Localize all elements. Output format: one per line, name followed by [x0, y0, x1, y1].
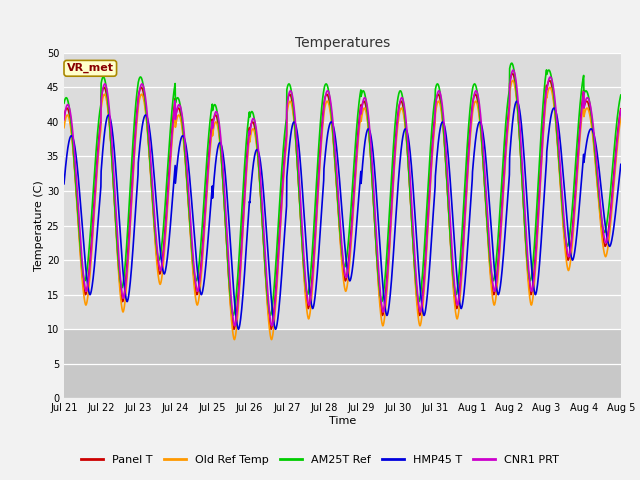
AM25T Ref — [508, 60, 516, 66]
Old Ref Temp — [509, 78, 516, 84]
CNR1 PRT — [60, 117, 68, 123]
CNR1 PRT — [504, 115, 512, 120]
Panel T — [371, 221, 379, 227]
HMP45 T — [271, 326, 279, 332]
Old Ref Temp — [230, 336, 238, 342]
Line: Old Ref Temp: Old Ref Temp — [64, 81, 621, 339]
Old Ref Temp — [359, 109, 367, 115]
Text: VR_met: VR_met — [67, 63, 114, 73]
AM25T Ref — [568, 208, 576, 214]
Panel T — [568, 230, 576, 236]
HMP45 T — [584, 135, 591, 141]
Line: Panel T: Panel T — [64, 73, 621, 329]
HMP45 T — [568, 257, 576, 263]
Old Ref Temp — [568, 244, 576, 250]
HMP45 T — [60, 181, 68, 187]
Old Ref Temp — [504, 122, 512, 128]
Old Ref Temp — [617, 115, 625, 121]
Y-axis label: Temperature (C): Temperature (C) — [34, 180, 44, 271]
CNR1 PRT — [617, 107, 625, 112]
HMP45 T — [359, 161, 367, 167]
Title: Temperatures: Temperatures — [295, 36, 390, 50]
Panel T — [359, 100, 367, 106]
CNR1 PRT — [568, 234, 576, 240]
AM25T Ref — [371, 221, 379, 227]
Panel T — [504, 111, 512, 117]
Panel T — [268, 326, 275, 332]
AM25T Ref — [359, 88, 367, 94]
Legend: Panel T, Old Ref Temp, AM25T Ref, HMP45 T, CNR1 PRT: Panel T, Old Ref Temp, AM25T Ref, HMP45 … — [77, 451, 563, 469]
CNR1 PRT — [359, 100, 367, 106]
Panel T — [60, 115, 68, 121]
AM25T Ref — [584, 90, 591, 96]
Old Ref Temp — [584, 106, 591, 111]
Line: CNR1 PRT: CNR1 PRT — [64, 70, 621, 326]
HMP45 T — [216, 140, 223, 146]
Old Ref Temp — [216, 134, 223, 140]
Panel T — [617, 106, 625, 112]
X-axis label: Time: Time — [329, 416, 356, 426]
CNR1 PRT — [584, 95, 591, 101]
Bar — [64, 329, 621, 398]
HMP45 T — [513, 98, 521, 104]
AM25T Ref — [504, 94, 512, 100]
HMP45 T — [617, 161, 625, 167]
CNR1 PRT — [371, 204, 379, 210]
AM25T Ref — [60, 100, 68, 106]
AM25T Ref — [266, 312, 274, 318]
Line: AM25T Ref: AM25T Ref — [64, 63, 621, 315]
Old Ref Temp — [60, 125, 68, 131]
Old Ref Temp — [371, 223, 379, 228]
AM25T Ref — [617, 92, 625, 98]
Line: HMP45 T: HMP45 T — [64, 101, 621, 329]
AM25T Ref — [216, 127, 223, 133]
CNR1 PRT — [509, 67, 517, 73]
CNR1 PRT — [268, 323, 276, 329]
Panel T — [509, 71, 516, 76]
HMP45 T — [504, 185, 512, 191]
Panel T — [584, 99, 591, 105]
CNR1 PRT — [216, 120, 223, 126]
HMP45 T — [371, 169, 379, 175]
Panel T — [216, 131, 223, 136]
